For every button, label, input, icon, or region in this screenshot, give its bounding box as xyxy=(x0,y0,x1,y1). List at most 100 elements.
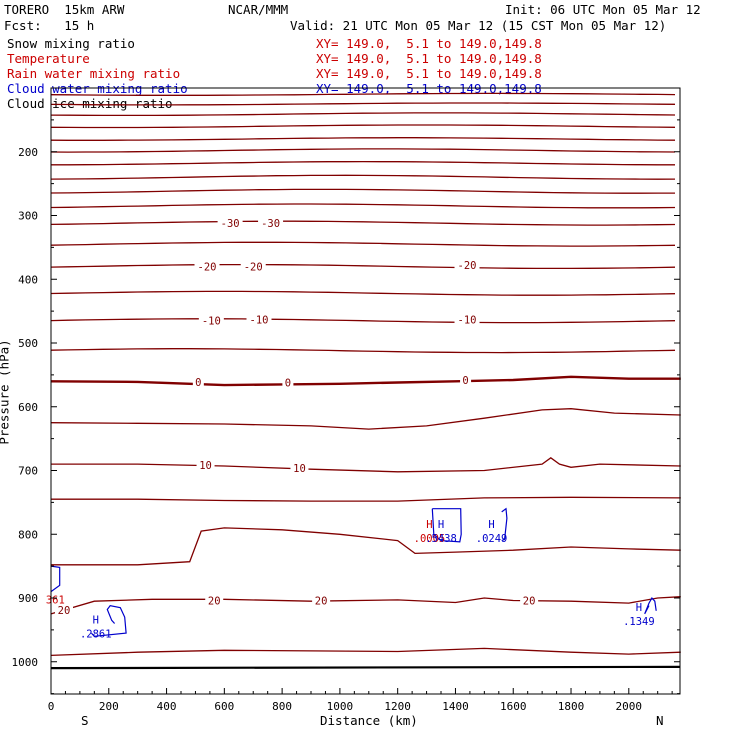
x-tick-label: 1600 xyxy=(500,700,527,713)
field-rain: Rain water mixing ratio xyxy=(7,66,181,81)
isotherm-line xyxy=(50,188,675,194)
isotherm-label-bg xyxy=(217,217,243,230)
isotherm-label-bg xyxy=(258,217,284,230)
isotherm-line xyxy=(50,348,676,354)
isotherm-line xyxy=(51,496,681,502)
extremum-marker: H xyxy=(636,602,642,614)
y-tick-label: 600 xyxy=(18,401,38,414)
isotherm-label-bg xyxy=(198,314,224,327)
isotherm-label: 0 xyxy=(285,378,291,390)
y-tick-label: 300 xyxy=(18,210,38,223)
ground-line xyxy=(50,665,681,670)
forecast-hour: Fcst: 15 h xyxy=(4,18,95,33)
extremum-marker: H xyxy=(488,519,494,531)
x-tick-label: 1400 xyxy=(442,700,469,713)
y-tick-label: 1000 xyxy=(12,656,39,669)
temperature-isotherms xyxy=(50,92,681,657)
isotherm-label: 20 xyxy=(315,596,328,608)
isotherm-line xyxy=(50,596,681,615)
isotherm-label: -20 xyxy=(198,262,217,274)
y-tick-label: 200 xyxy=(18,146,38,159)
isotherm-line xyxy=(50,263,676,270)
isotherm-label-bg xyxy=(246,313,272,326)
y-tick-label: 900 xyxy=(18,592,38,605)
y-tick-label: 400 xyxy=(18,273,38,286)
x-tick-label: 600 xyxy=(214,700,234,713)
x-tick-label: 0 xyxy=(48,700,55,713)
isotherm-label-bg xyxy=(520,594,539,607)
y-tick-label: 500 xyxy=(18,337,38,350)
field-snow: Snow mixing ratio xyxy=(7,36,135,51)
isotherm-label: 20 xyxy=(58,605,71,617)
cloud-water-contour xyxy=(90,604,127,637)
cloud-water-contour xyxy=(501,507,508,542)
cloud-water-contour xyxy=(431,508,462,543)
x-tick-label: 800 xyxy=(272,700,292,713)
isotherm-label: -20 xyxy=(458,260,477,272)
org-label: NCAR/MMM xyxy=(228,2,289,17)
extremum-value: .0249 xyxy=(476,533,508,545)
isotherm-label: -20 xyxy=(244,262,263,274)
isotherm-line xyxy=(50,112,676,117)
x-tick-label: 400 xyxy=(157,700,177,713)
field-temperature: Temperature xyxy=(7,51,90,66)
isotherm-label: 10 xyxy=(293,463,306,475)
init-time: Init: 06 UTC Mon 05 Mar 12 xyxy=(505,2,701,17)
extremum-value: .5438 xyxy=(425,533,457,545)
xy-rain: XY= 149.0, 5.1 to 149.0,149.8 xyxy=(316,51,542,66)
extremum-marker: H xyxy=(93,615,99,627)
x-tick-label: 1800 xyxy=(558,700,585,713)
plot-frame xyxy=(50,87,681,695)
x-tick-label: 200 xyxy=(99,700,119,713)
y-tick-label: 700 xyxy=(18,465,38,478)
x-tick-label: 2000 xyxy=(616,700,643,713)
isotherm-label: 20 xyxy=(523,596,536,608)
xy-cloud-water: XY= 149.0, 5.1 to 149.0,149.8 xyxy=(316,66,542,81)
isotherm-label: 0 xyxy=(195,377,201,389)
isotherm-label: -30 xyxy=(221,218,240,230)
isotherm-label-bg xyxy=(454,259,480,272)
isotherm-label: -10 xyxy=(202,316,221,328)
isotherm-label-bg xyxy=(194,260,220,273)
extremum-marker: H xyxy=(438,519,444,531)
xy-temperature: XY= 149.0, 5.1 to 149.0,149.8 xyxy=(316,36,542,51)
model-title: TORERO 15km ARW xyxy=(4,2,125,17)
isotherm-label: -10 xyxy=(458,314,477,326)
isotherm-label-bg xyxy=(192,375,204,388)
isotherm-label-bg xyxy=(290,461,309,474)
isotherm-label-bg xyxy=(55,604,74,617)
isotherm-label-bg xyxy=(460,373,472,386)
isotherm-label-bg xyxy=(196,458,215,471)
isotherm-line xyxy=(50,137,676,141)
extremum-value: .1349 xyxy=(623,616,655,628)
isotherm-line xyxy=(50,408,681,430)
isotherm-line xyxy=(51,527,681,566)
x-tick-label: 1000 xyxy=(327,700,354,713)
isotherm-line xyxy=(51,160,675,166)
isotherm-line xyxy=(50,241,676,247)
isotherm-label: -30 xyxy=(261,218,280,230)
extremum-value: 361 xyxy=(46,595,65,607)
field-cloud-ice: Cloud ice mixing ratio xyxy=(7,96,173,111)
valid-time: Valid: 21 UTC Mon 05 Mar 12 (15 CST Mon … xyxy=(290,18,667,33)
isotherm-line xyxy=(50,290,676,296)
isotherm-line xyxy=(50,318,676,324)
cloud-water-contours xyxy=(50,507,657,637)
isotherm-label: 10 xyxy=(199,460,212,472)
isotherm-line xyxy=(51,456,681,473)
isotherm-line xyxy=(50,203,676,209)
end-label-north: N xyxy=(656,713,664,728)
y-axis-label: Pressure (hPa) xyxy=(0,339,12,445)
cloud-water-contour xyxy=(50,565,61,593)
isotherm-line xyxy=(50,148,676,153)
isotherm-label: 20 xyxy=(208,596,221,608)
isotherm-label-bg xyxy=(282,376,294,389)
isotherm-label: 0 xyxy=(462,375,468,387)
extremum-value: .0005 xyxy=(414,533,446,545)
extremum-marker: H xyxy=(426,519,432,531)
isotherm-line xyxy=(50,92,676,96)
cloud-water-contour xyxy=(644,596,657,615)
extremum-value: .2861 xyxy=(80,629,112,641)
isotherm-label: -10 xyxy=(250,314,269,326)
